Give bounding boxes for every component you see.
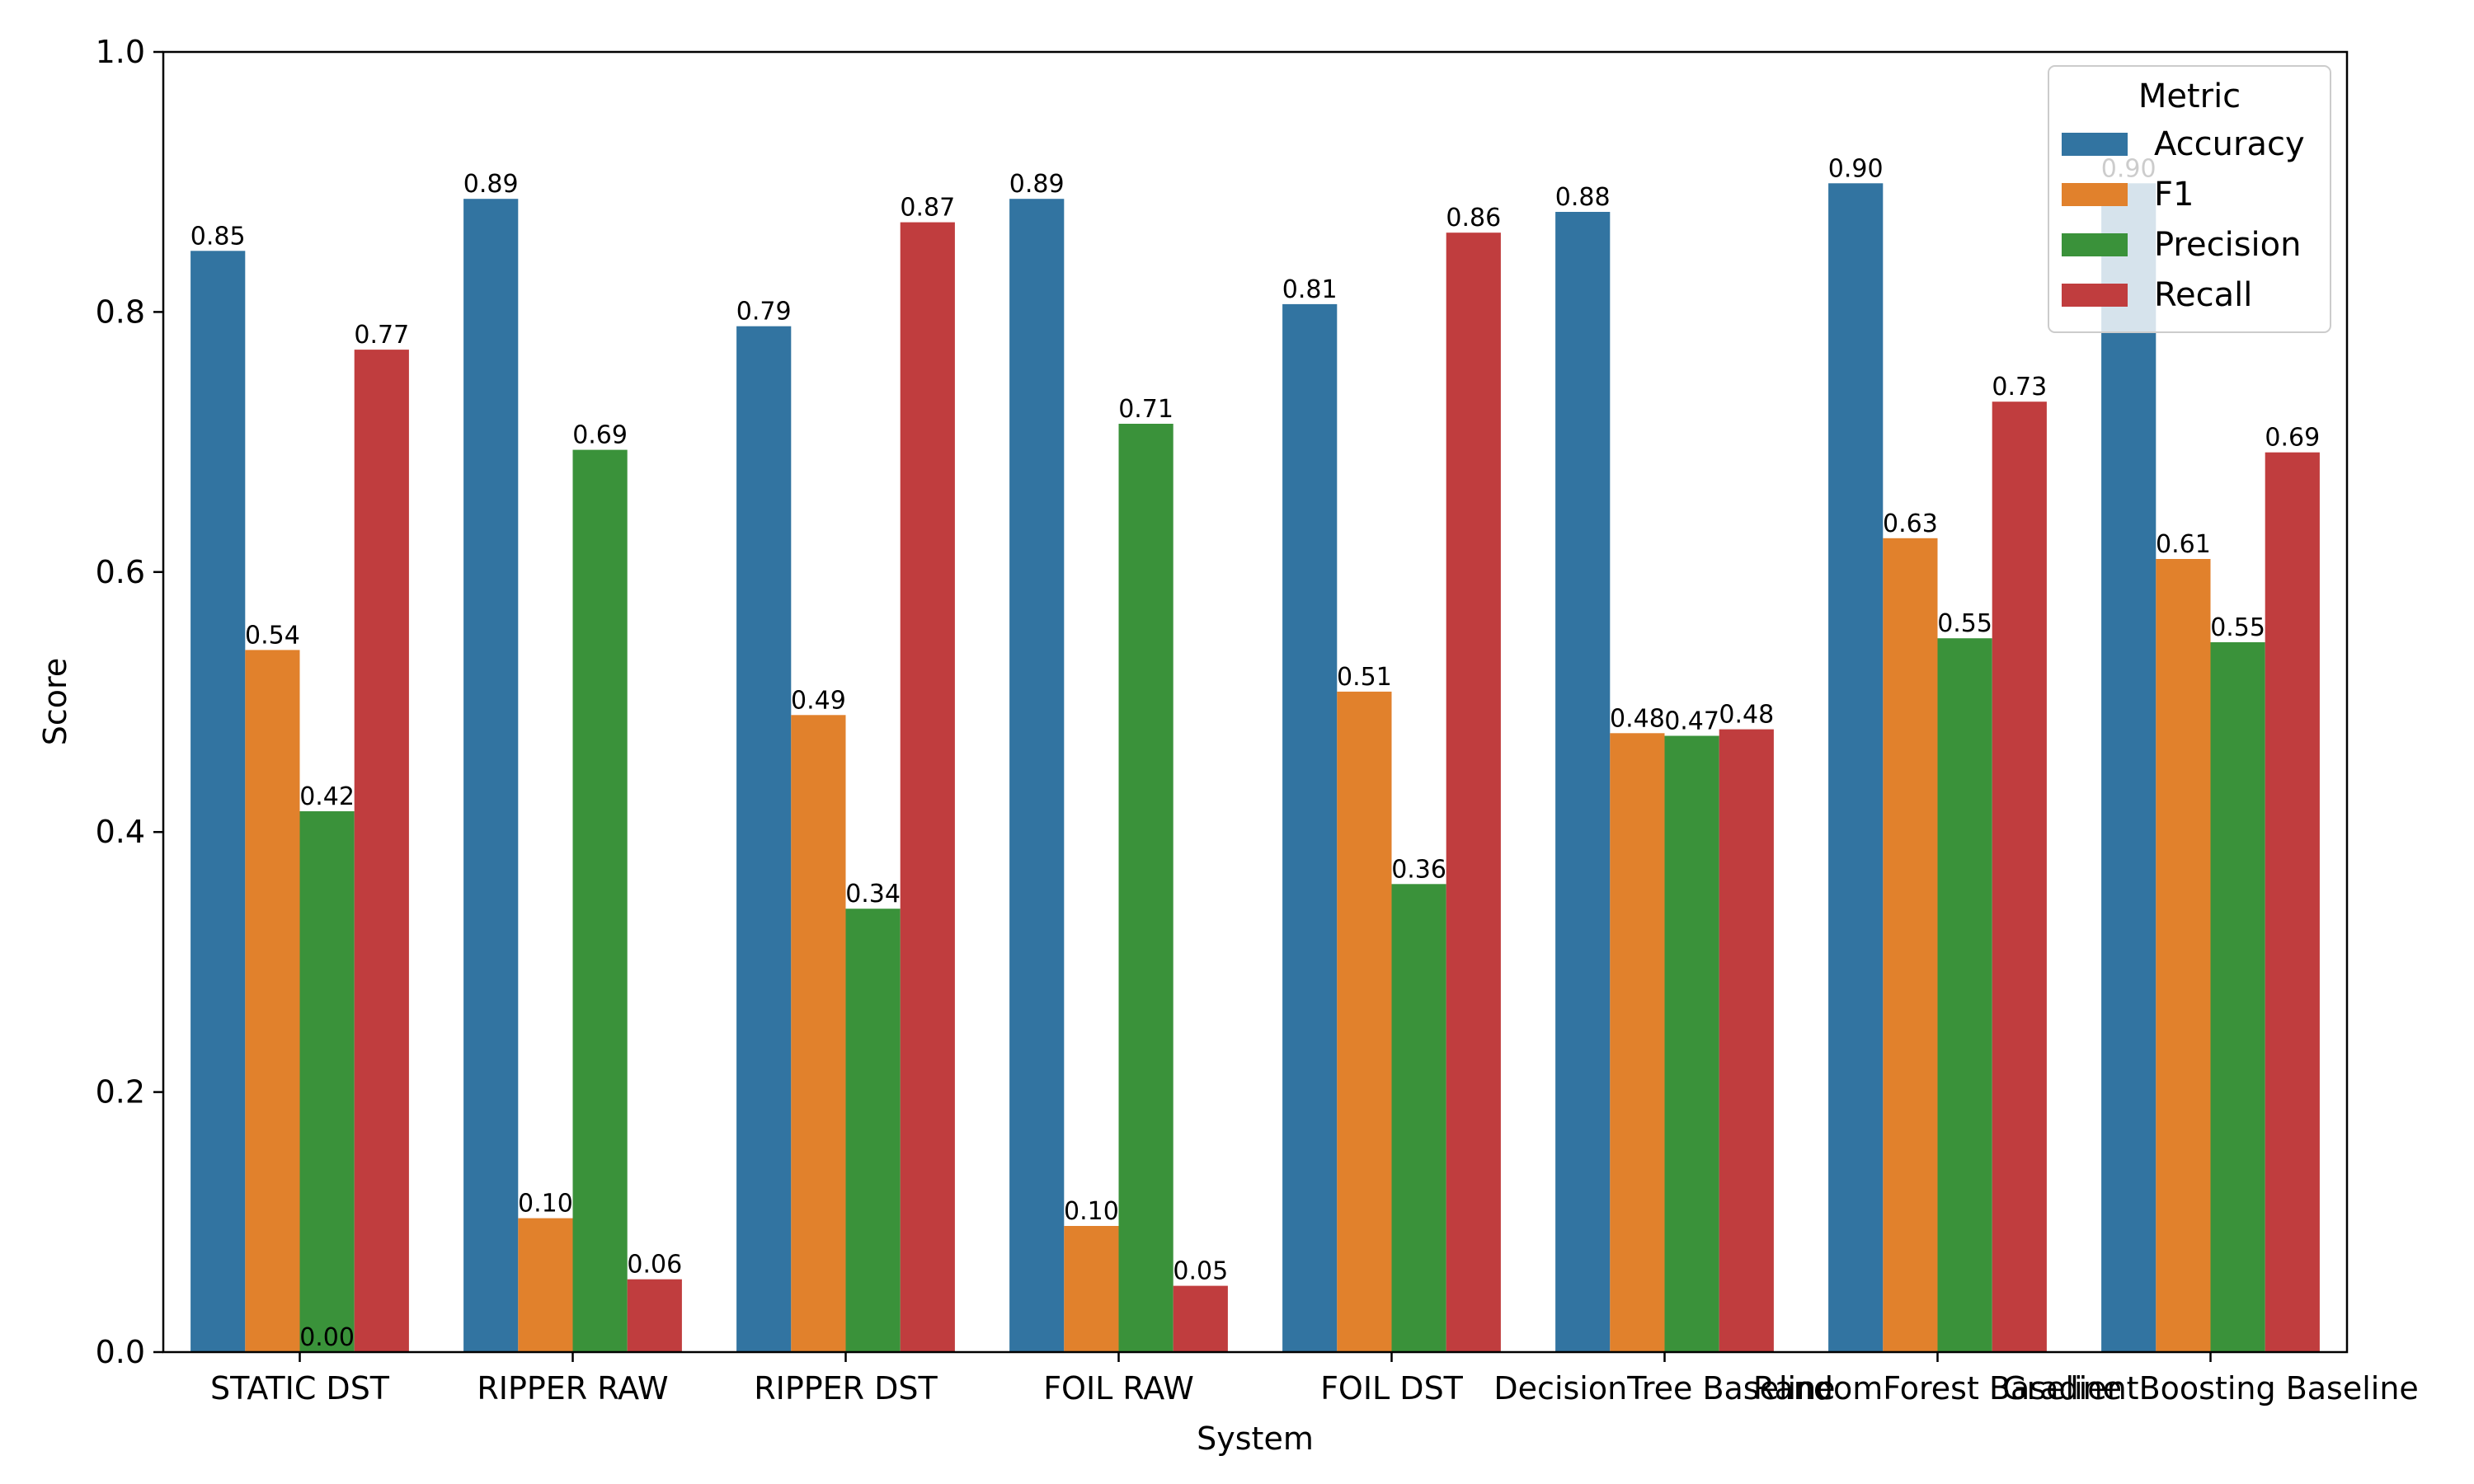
bar-accuracy-6 [1828,183,1884,1352]
bar-accuracy-5 [1555,212,1611,1352]
bar-precision-6 [1937,638,1992,1352]
x-tick-label: GradientBoosting Baseline [2002,1370,2419,1407]
x-tick-label: RandomForest Baseline [1753,1370,2122,1407]
legend: Metric Accuracy F1 Precision Recall [2048,65,2331,333]
bar-f1-1 [518,1218,573,1352]
plot-frame [162,50,2349,1354]
x-axis-label: System [1197,1421,1314,1457]
bar-f1-4 [1337,691,1392,1352]
bar-accuracy-1 [463,199,519,1353]
bars-group [190,183,2320,1353]
bar-recall-2 [900,222,955,1353]
legend-label-precision: Precision [2154,226,2301,264]
data-label-accuracy-0: 0.85 [190,222,246,251]
legend-label-accuracy: Accuracy [2154,125,2305,163]
data-labels-group: 0.850.890.790.890.810.880.900.900.540.10… [190,154,2320,1352]
data-label-accuracy-5: 0.88 [1555,183,1611,212]
bar-precision-3 [1118,424,1174,1352]
data-label-accuracy-3: 0.89 [1009,170,1065,199]
data-label-recall-5: 0.48 [1719,701,1774,730]
bar-precision-7 [2210,642,2265,1352]
bar-f1-5 [1610,733,1665,1352]
y-tick-label: 1.0 [96,34,145,70]
data-label-f1-1: 0.10 [518,1190,573,1219]
x-tick-label: FOIL DST [1320,1370,1464,1407]
bar-precision-5 [1664,735,1719,1352]
legend-box [2048,65,2331,333]
bar-accuracy-3 [1009,199,1065,1353]
y-tick-label: 0.2 [96,1074,145,1111]
x-tick-label: STATIC DST [210,1370,390,1407]
bar-f1-0 [245,650,300,1352]
data-label-precision-7: 0.55 [2210,613,2265,642]
legend-title: Metric [2138,77,2241,115]
data-label-accuracy-6: 0.90 [1828,154,1884,183]
data-label-f1-4: 0.51 [1337,663,1392,692]
y-axis: 0.0 0.2 0.4 0.6 0.8 1.0 [96,34,163,1370]
bar-recall-6 [1992,402,2047,1353]
data-label-f1-7: 0.61 [2156,530,2211,559]
bar-precision-0 [299,811,355,1352]
data-label-precision-4: 0.36 [1391,855,1446,884]
data-label-recall-0: 0.77 [354,321,409,350]
bar-f1-3 [1064,1226,1119,1352]
bar-f1-7 [2156,559,2211,1352]
legend-swatch-precision [2062,233,2128,256]
x-tick-label: RIPPER RAW [477,1370,668,1407]
bar-accuracy-2 [736,326,792,1353]
data-label-precision-6: 0.55 [1937,609,1992,638]
bar-recall-7 [2265,452,2320,1353]
y-tick-label: 0.8 [96,294,145,330]
data-label-recall-6: 0.73 [1992,373,2047,402]
bar-recall-5 [1719,729,1774,1352]
data-label-recall-3: 0.05 [1173,1257,1228,1286]
data-label-precision-5: 0.47 [1664,707,1719,736]
bar-f1-2 [791,715,846,1352]
bar-precision-1 [572,449,628,1352]
data-label-recall-4: 0.86 [1446,204,1501,232]
x-axis: STATIC DST RIPPER RAW RIPPER DST FOIL RAW FO… [210,1352,2419,1407]
data-label-precision-2: 0.34 [845,880,901,909]
legend-swatch-f1 [2062,183,2128,206]
bar-recall-3 [1173,1285,1228,1352]
data-label-f1-2: 0.49 [791,686,846,715]
data-label-accuracy-1: 0.89 [463,170,519,199]
y-tick-label: 0.0 [96,1334,145,1370]
data-label-accuracy-2: 0.79 [736,298,792,326]
legend-swatch-recall [2062,284,2128,307]
data-label-precision-3: 0.71 [1118,395,1174,424]
bar-f1-6 [1883,538,1938,1352]
y-tick-label: 0.6 [96,554,145,590]
x-tick-label: RIPPER DST [754,1370,938,1407]
bar-recall-0 [354,350,409,1353]
bar-accuracy-7 [2101,183,2157,1352]
x-tick-label: DecisionTree Baseline [1493,1370,1835,1407]
data-label-recall-2: 0.87 [900,194,955,223]
data-label-f1-3: 0.10 [1064,1197,1119,1226]
data-label-accuracy-4: 0.81 [1282,275,1338,304]
legend-swatch-accuracy [2062,133,2128,156]
y-axis-label: Score [37,658,73,745]
x-tick-label: FOIL RAW [1043,1370,1194,1407]
bar-precision-4 [1391,884,1446,1352]
bar-accuracy-4 [1282,303,1338,1352]
bar-recall-4 [1446,232,1501,1353]
legend-label-f1: F1 [2154,176,2194,214]
data-label-precision-1: 0.69 [572,421,628,450]
bar-accuracy-0 [190,251,246,1352]
legend-label-recall: Recall [2154,276,2252,314]
data-label-recall-1: 0.06 [627,1251,682,1280]
data-label-f1-6: 0.63 [1883,510,1938,538]
bar-recall-1 [627,1279,682,1352]
data-label-f1-5: 0.48 [1610,704,1665,733]
data-label-precision-0: 0.42 [299,782,355,811]
data-label-f1-0: 0.54 [245,621,300,650]
y-tick-label: 0.4 [96,814,145,850]
data-label-recall-7: 0.69 [2265,424,2320,453]
data-label-precision-extra: 0.00 [299,1323,355,1352]
bar-precision-2 [845,909,901,1352]
